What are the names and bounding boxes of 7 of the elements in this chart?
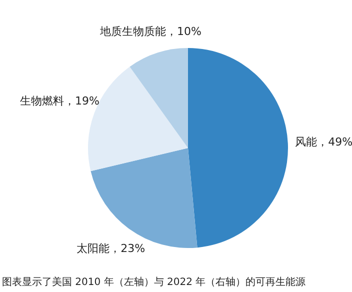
pie-slice [130,48,188,148]
slice-label: 生物燃料，19% [20,94,100,108]
text: 图表显示了美国 2010 年（左轴）与 2022 年（右轴）的可再生能源 [2,276,306,288]
slice-label: 地质生物质能，10% [98,24,202,38]
pie-slice [188,48,288,248]
slice-label: 风能，49% [295,135,352,148]
slice-label: 太阳能，23% [76,242,146,256]
